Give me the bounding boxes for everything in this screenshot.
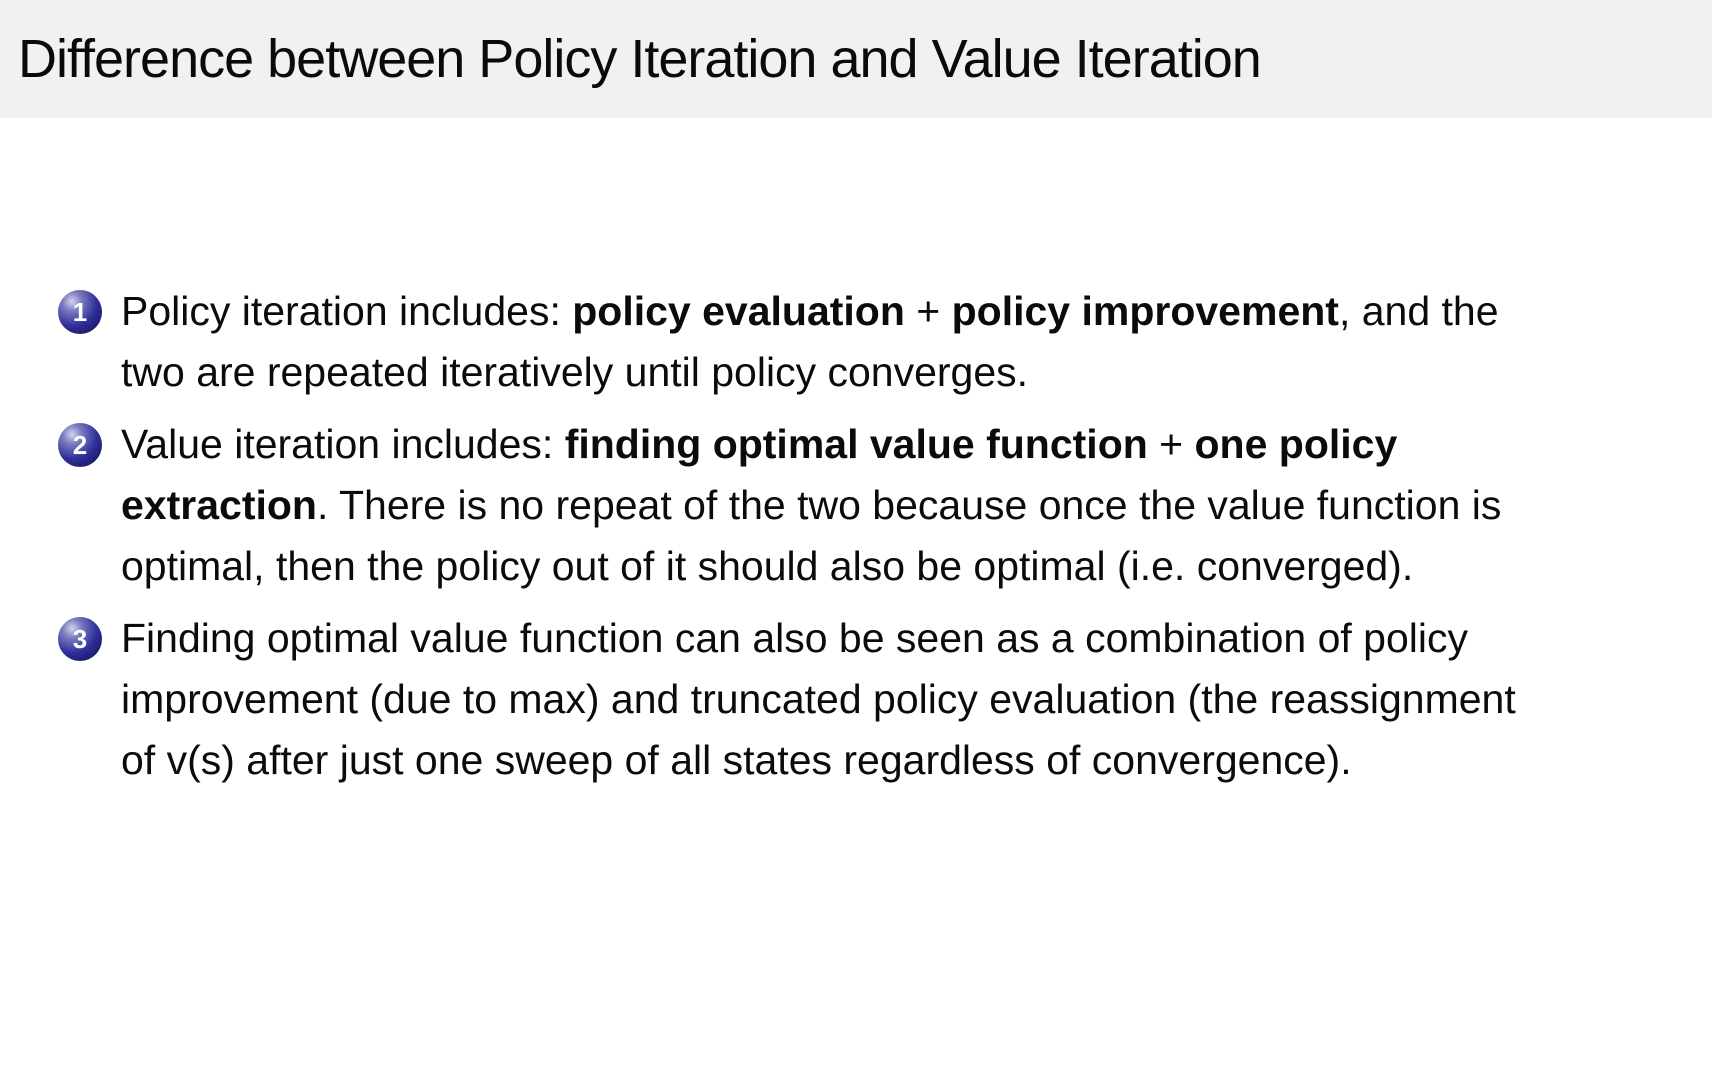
bullet-item-1: 1 Policy iteration includes: policy eval… bbox=[58, 281, 1652, 403]
slide-title-bar: Difference between Policy Iteration and … bbox=[0, 0, 1712, 118]
slide-title: Difference between Policy Iteration and … bbox=[18, 29, 1262, 89]
bullet-2-text: Value iteration includes: finding optima… bbox=[121, 421, 1502, 589]
enumerate-ball-1-icon: 1 bbox=[58, 290, 102, 334]
bullet-item-2: 2 Value iteration includes: finding opti… bbox=[58, 414, 1652, 597]
bullet-3-text: Finding optimal value function can also … bbox=[121, 615, 1516, 783]
enumerate-ball-2-icon: 2 bbox=[58, 423, 102, 467]
enumerate-ball-3-icon: 3 bbox=[58, 617, 102, 661]
bullet-1-text: Policy iteration includes: policy evalua… bbox=[121, 288, 1499, 395]
bullet-item-3: 3 Finding optimal value function can als… bbox=[58, 608, 1652, 791]
slide-content: 1 Policy iteration includes: policy eval… bbox=[0, 118, 1712, 791]
bullet-list: 1 Policy iteration includes: policy eval… bbox=[58, 281, 1652, 791]
